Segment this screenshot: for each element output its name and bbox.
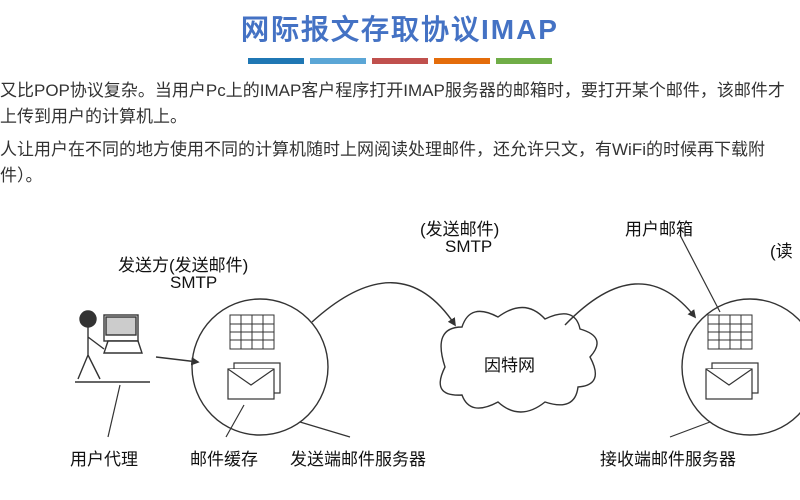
label-recv-server: 接收端邮件服务器 [600,445,736,470]
label-user-mailbox: 用户邮箱 [625,215,693,240]
recv-server-grid-icon [708,315,752,349]
label-send-server: 发送端邮件服务器 [290,445,426,470]
diagram: (发送邮件) SMTP 用户邮箱 (读 发送方(发送邮件) SMTP 用户代理 … [0,197,800,477]
line-recv-server [670,422,710,437]
line-user-mailbox [680,235,720,312]
label-send-smtp-top2: SMTP [445,237,492,257]
line-user-agent [108,385,120,437]
bar-4 [496,58,552,64]
bar-1 [310,58,366,64]
send-server-grid-icon [230,315,274,349]
label-mail-cache: 邮件缓存 [190,445,258,470]
bar-0 [248,58,304,64]
line-sender-to-circle [156,357,198,362]
bar-2 [372,58,428,64]
edge-send-to-cloud [312,283,455,325]
paragraph-2: 人让用户在不同的地方使用不同的计算机随时上网阅读处理邮件，还允许只文，有WiFi… [0,137,790,190]
user-agent-icon [75,311,150,382]
edge-cloud-to-recv [565,284,695,325]
recv-server-envelope-icon [706,363,758,399]
label-internet: 因特网 [484,351,535,376]
paragraph-1: 又比POP协议复杂。当用户Pc上的IMAP客户程序打开IMAP服务器的邮箱时，要… [0,78,790,131]
label-user-agent: 用户代理 [70,445,138,470]
label-sender-smtp: SMTP [170,273,217,293]
line-send-server [300,422,350,437]
send-server-envelope-icon [228,363,280,399]
bar-3 [434,58,490,64]
body-text: 又比POP协议复杂。当用户Pc上的IMAP客户程序打开IMAP服务器的邮箱时，要… [0,64,800,189]
page-title: 网际报文存取协议IMAP [0,8,800,48]
label-read: (读 [770,237,793,262]
